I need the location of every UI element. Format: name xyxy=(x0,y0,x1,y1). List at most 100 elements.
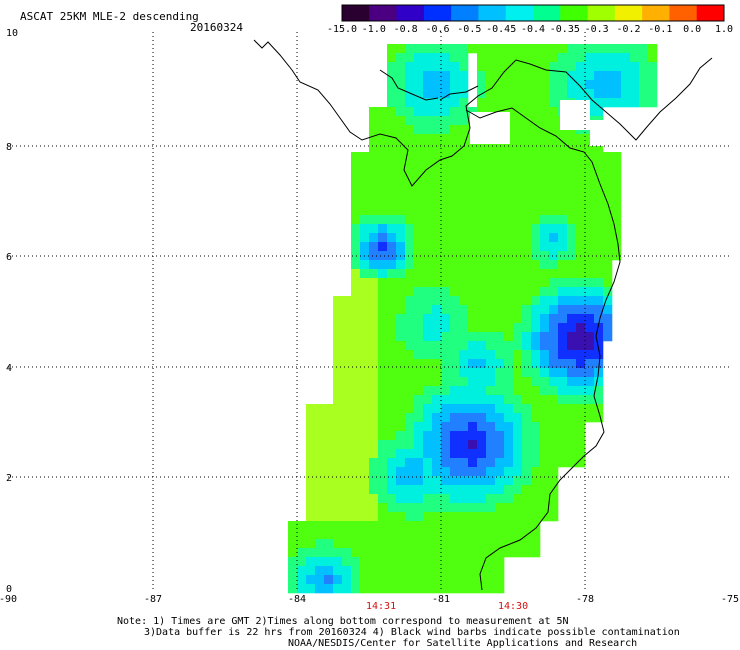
swath-cell xyxy=(567,206,577,216)
swath-cell xyxy=(567,143,577,153)
swath-cell xyxy=(360,503,370,513)
swath-cell xyxy=(540,242,550,252)
swath-cell xyxy=(459,467,469,477)
swath-cell xyxy=(405,98,415,108)
swath-cell xyxy=(405,485,415,495)
swath-cell xyxy=(378,431,388,441)
swath-cell xyxy=(378,584,388,594)
swath-cell xyxy=(459,476,469,486)
swath-cell xyxy=(594,296,604,306)
swath-cell xyxy=(504,98,514,108)
swath-cell xyxy=(522,260,532,270)
swath-cell xyxy=(504,503,514,513)
swath-cell xyxy=(369,404,379,414)
swath-cell xyxy=(414,296,424,306)
swath-cell xyxy=(369,260,379,270)
swath-cell xyxy=(639,98,649,108)
swath-cell xyxy=(432,89,442,99)
swath-cell xyxy=(486,413,496,423)
swath-cell xyxy=(423,314,433,324)
swath-cell xyxy=(387,260,397,270)
swath-cell xyxy=(576,314,586,324)
swath-cell xyxy=(567,359,577,369)
swath-cell xyxy=(405,413,415,423)
swath-cell xyxy=(378,539,388,549)
swath-cell xyxy=(351,368,361,378)
swath-cell xyxy=(333,530,343,540)
swath-cell xyxy=(531,476,541,486)
swath-cell xyxy=(486,503,496,513)
swath-cell xyxy=(468,224,478,234)
swath-cell xyxy=(414,278,424,288)
swath-cell xyxy=(513,125,523,135)
swath-cell xyxy=(585,179,595,189)
swath-cell xyxy=(432,422,442,432)
swath-cell xyxy=(396,53,406,63)
swath-cell xyxy=(450,503,460,513)
swath-cell xyxy=(486,422,496,432)
swath-cell xyxy=(306,548,316,558)
swath-cell xyxy=(405,323,415,333)
swath-cell xyxy=(369,584,379,594)
swath-cell xyxy=(396,296,406,306)
swath-cell xyxy=(522,359,532,369)
swath-cell xyxy=(576,161,586,171)
swath-cell xyxy=(378,215,388,225)
swath-cell xyxy=(450,584,460,594)
swath-cell xyxy=(513,431,523,441)
swath-cell xyxy=(441,62,451,72)
swath-cell xyxy=(495,62,505,72)
swath-cell xyxy=(351,323,361,333)
swath-cell xyxy=(576,377,586,387)
swath-cell xyxy=(504,305,514,315)
swath-cell xyxy=(342,449,352,459)
swath-cell xyxy=(486,188,496,198)
swath-cell xyxy=(351,512,361,522)
swath-cell xyxy=(531,503,541,513)
swath-cell xyxy=(549,53,559,63)
swath-cell xyxy=(513,539,523,549)
swath-cell xyxy=(558,278,568,288)
swath-cell xyxy=(333,449,343,459)
swath-cell xyxy=(468,458,478,468)
swath-cell xyxy=(405,314,415,324)
swath-cell xyxy=(513,62,523,72)
swath-cell xyxy=(531,197,541,207)
swath-cell xyxy=(522,386,532,396)
swath-cell xyxy=(477,359,487,369)
swath-cell xyxy=(567,449,577,459)
swath-cell xyxy=(396,314,406,324)
swath-cell xyxy=(369,350,379,360)
swath-cell xyxy=(486,494,496,504)
latitude-label: 0 xyxy=(6,584,12,595)
swath-cell xyxy=(558,422,568,432)
swath-cell xyxy=(513,143,523,153)
swath-cell xyxy=(540,467,550,477)
swath-cell xyxy=(603,260,613,270)
swath-cell xyxy=(360,179,370,189)
swath-cell xyxy=(486,305,496,315)
swath-cell xyxy=(423,377,433,387)
swath-cell xyxy=(495,503,505,513)
swath-cell xyxy=(504,512,514,522)
swath-cell xyxy=(639,89,649,99)
swath-cell xyxy=(423,368,433,378)
swath-cell xyxy=(513,548,523,558)
swath-cell xyxy=(495,512,505,522)
swath-cell xyxy=(459,359,469,369)
swath-cell xyxy=(477,278,487,288)
swath-cell xyxy=(594,170,604,180)
swath-cell xyxy=(414,260,424,270)
swath-cell xyxy=(486,584,496,594)
swath-cell xyxy=(540,161,550,171)
swath-cell xyxy=(387,44,397,54)
data-gap xyxy=(470,112,510,144)
swath-cell xyxy=(540,260,550,270)
swath-cell xyxy=(549,224,559,234)
swath-cell xyxy=(306,530,316,540)
swath-cell xyxy=(477,107,487,117)
swath-cell xyxy=(441,494,451,504)
swath-cell xyxy=(369,188,379,198)
swath-cell xyxy=(396,80,406,90)
swath-cell xyxy=(396,431,406,441)
